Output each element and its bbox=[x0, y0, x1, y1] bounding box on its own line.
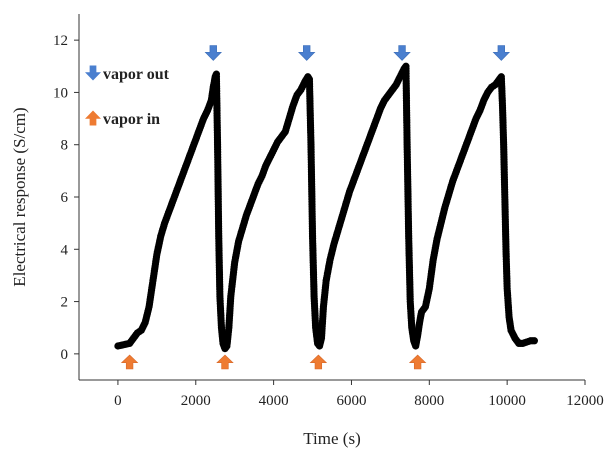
y-tick-label: 10 bbox=[53, 85, 68, 101]
legend-label-vapor-out: vapor out bbox=[103, 66, 170, 83]
y-tick-label: 6 bbox=[61, 190, 69, 206]
legend-item-vapor-out: vapor out bbox=[85, 65, 170, 83]
x-tick-label: 6000 bbox=[336, 393, 366, 409]
vapor-out-arrow-icon bbox=[393, 45, 411, 61]
vapor-out-arrow-icon bbox=[297, 45, 316, 61]
x-axis-label: Time (s) bbox=[303, 429, 360, 448]
x-tick-label: 10000 bbox=[488, 393, 526, 409]
legend-item-vapor-in: vapor in bbox=[85, 110, 160, 128]
x-tick-label: 2000 bbox=[181, 393, 211, 409]
y-tick-label: 2 bbox=[61, 295, 69, 311]
axes: 0 2000 4000 6000 8000 10000 12000 0 2 4 6 8 10 12 bbox=[53, 14, 604, 409]
vapor-in-arrow-icon bbox=[216, 354, 234, 370]
down-arrow-icon bbox=[85, 65, 101, 81]
x-tick-label: 8000 bbox=[414, 393, 444, 409]
y-axis-label: Electrical response (S/cm) bbox=[10, 107, 29, 286]
vapor-in-arrow-icon bbox=[120, 354, 139, 370]
y-tick-label: 12 bbox=[53, 33, 68, 49]
y-tick-label: 0 bbox=[61, 347, 69, 363]
legend: vapor out vapor in bbox=[85, 65, 170, 128]
vapor-in-arrow-icon bbox=[408, 354, 427, 370]
y-tick-label: 4 bbox=[61, 242, 69, 258]
vapor-out-arrow-icon bbox=[204, 45, 222, 61]
x-tick-label: 0 bbox=[114, 393, 122, 409]
x-tick-label: 4000 bbox=[259, 393, 289, 409]
up-arrow-icon bbox=[85, 110, 101, 126]
vapor-out-arrow-icon bbox=[492, 45, 511, 61]
data-point bbox=[530, 337, 539, 345]
legend-label-vapor-in: vapor in bbox=[103, 111, 160, 128]
vapor-in-arrow-icon bbox=[309, 354, 328, 370]
y-tick-label: 8 bbox=[61, 138, 69, 154]
plot-area bbox=[114, 45, 539, 370]
x-tick-label: 12000 bbox=[566, 393, 604, 409]
